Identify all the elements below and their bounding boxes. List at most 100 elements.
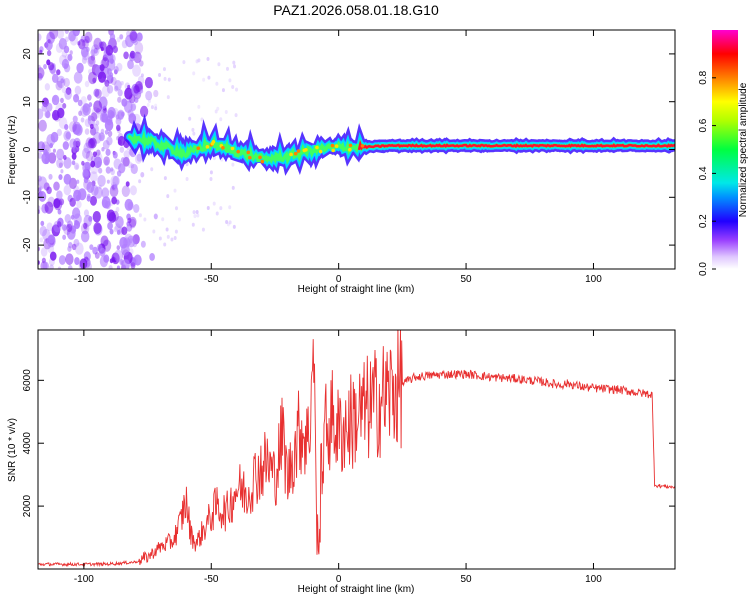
noise-speckle bbox=[104, 129, 109, 135]
noise-speckle bbox=[58, 174, 63, 181]
noise-speckle bbox=[119, 146, 125, 153]
noise-speckle bbox=[94, 186, 103, 199]
noise-speckle bbox=[130, 163, 135, 169]
noise-speckle bbox=[88, 56, 95, 65]
noise-speckle bbox=[116, 229, 121, 235]
noise-speckle bbox=[53, 181, 60, 191]
noise-speckle bbox=[112, 257, 117, 263]
noise-speckle bbox=[121, 258, 130, 269]
noise-speckle bbox=[78, 110, 83, 116]
noise-speckle bbox=[56, 221, 62, 228]
noise-speckle bbox=[117, 139, 122, 146]
noise-speckle bbox=[136, 153, 143, 162]
noise-speckle bbox=[90, 160, 96, 168]
noise-speckle bbox=[127, 109, 134, 118]
noise-speckle bbox=[80, 105, 89, 117]
colorbar-tick-label: 0.8 bbox=[698, 70, 709, 84]
noise-speckle bbox=[212, 156, 216, 161]
noise-speckle bbox=[129, 50, 136, 59]
noise-speckle bbox=[163, 242, 167, 247]
noise-speckle bbox=[192, 71, 196, 76]
noise-speckle bbox=[69, 34, 78, 46]
x-tick-label: 0 bbox=[336, 274, 342, 285]
noise-speckle bbox=[201, 227, 205, 232]
noise-speckle bbox=[61, 86, 67, 94]
noise-speckle bbox=[93, 156, 103, 169]
noise-speckle bbox=[206, 206, 210, 211]
noise-speckle bbox=[127, 217, 132, 224]
noise-speckle bbox=[124, 87, 133, 100]
trace-peak-blob bbox=[258, 155, 262, 160]
noise-speckle bbox=[114, 223, 121, 232]
colorbar-tick-label: 0.6 bbox=[698, 118, 709, 132]
y-tick-label: 20 bbox=[22, 48, 33, 60]
noise-speckle bbox=[38, 67, 45, 79]
noise-speckle bbox=[56, 128, 62, 137]
noise-speckle bbox=[38, 119, 47, 132]
noise-speckle bbox=[121, 185, 131, 197]
noise-speckle bbox=[145, 90, 153, 101]
noise-speckle bbox=[132, 64, 141, 77]
noise-speckle bbox=[80, 222, 90, 235]
noise-speckle bbox=[64, 214, 72, 224]
noise-speckle bbox=[94, 252, 100, 259]
noise-speckle bbox=[97, 174, 106, 187]
noise-speckle bbox=[88, 102, 93, 108]
noise-speckle bbox=[80, 230, 90, 243]
noise-speckle bbox=[197, 58, 201, 63]
noise-speckle bbox=[163, 76, 167, 81]
noise-speckle bbox=[81, 56, 88, 64]
colorbar-tick-label: 0.0 bbox=[698, 262, 709, 276]
noise-speckle bbox=[225, 66, 229, 71]
y-tick-label: 2000 bbox=[22, 495, 33, 518]
noise-speckle bbox=[99, 247, 106, 257]
noise-speckle bbox=[93, 100, 103, 113]
noise-speckle bbox=[212, 201, 216, 206]
noise-speckle bbox=[118, 163, 126, 174]
noise-speckle bbox=[83, 222, 88, 230]
noise-speckle bbox=[87, 115, 93, 121]
y-tick-label: 6000 bbox=[22, 369, 33, 392]
noise-speckle bbox=[130, 262, 136, 269]
noise-speckle bbox=[182, 60, 186, 65]
snr-y-axis-label: SNR (10 * v/v) bbox=[7, 418, 18, 482]
noise-speckle bbox=[104, 79, 110, 87]
noise-speckle bbox=[76, 62, 84, 74]
noise-speckle bbox=[174, 229, 178, 234]
noise-speckle bbox=[62, 141, 69, 150]
noise-speckle bbox=[116, 37, 121, 43]
noise-speckle bbox=[231, 185, 235, 190]
noise-speckle bbox=[139, 105, 149, 118]
noise-speckle bbox=[39, 225, 47, 237]
noise-speckle bbox=[103, 254, 110, 263]
noise-speckle bbox=[38, 72, 43, 81]
noise-speckle bbox=[134, 97, 139, 104]
noise-speckle bbox=[72, 115, 78, 123]
noise-speckle bbox=[138, 213, 142, 218]
noise-speckle bbox=[107, 109, 115, 119]
noise-speckle bbox=[85, 150, 94, 162]
noise-speckle bbox=[128, 94, 136, 104]
noise-speckle bbox=[120, 80, 124, 86]
noise-speckle bbox=[112, 151, 118, 159]
spectrogram-y-axis-label: Frequency (Hz) bbox=[7, 116, 18, 185]
trace-peak-blob bbox=[205, 145, 210, 149]
noise-speckle bbox=[67, 53, 73, 61]
noise-speckle bbox=[225, 219, 229, 224]
noise-speckle bbox=[105, 44, 114, 56]
noise-speckle bbox=[185, 176, 189, 181]
noise-speckle bbox=[38, 187, 42, 193]
x-tick-label: -100 bbox=[74, 574, 94, 585]
noise-speckle bbox=[200, 117, 204, 122]
noise-speckle bbox=[89, 171, 98, 183]
snr-panel: -100 -50 0 50 100 2000 4000 6000 Height of str… bbox=[7, 329, 676, 595]
noise-speckle bbox=[69, 50, 73, 55]
noise-speckle bbox=[73, 71, 83, 84]
noise-speckle bbox=[94, 88, 102, 99]
noise-speckle bbox=[103, 156, 110, 166]
noise-speckle bbox=[128, 218, 137, 229]
noise-speckle bbox=[44, 151, 50, 159]
noise-speckle bbox=[139, 60, 144, 67]
spectrogram-noise bbox=[38, 30, 239, 269]
y-tick-label: -10 bbox=[22, 190, 33, 205]
